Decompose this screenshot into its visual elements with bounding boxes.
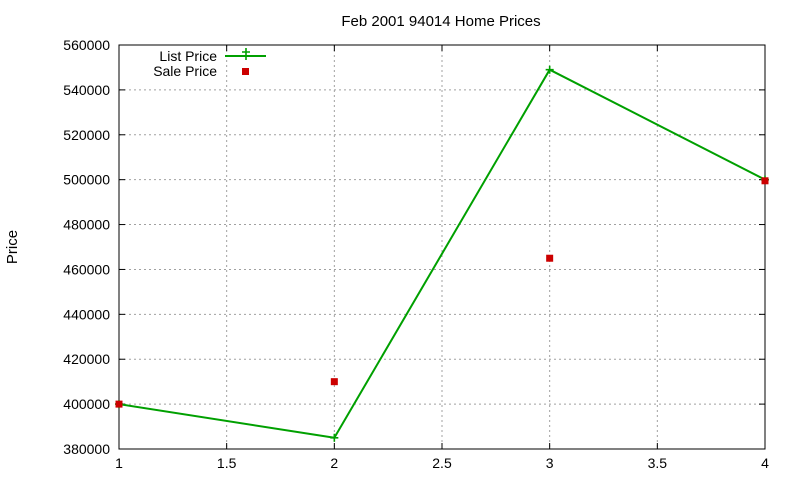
y-tick-label: 420000 [63,351,110,367]
data-point-sale-price [115,400,123,408]
legend-marker-list-price [242,48,250,60]
x-tick-label: 3 [546,455,554,471]
y-tick-label: 480000 [63,217,110,233]
axis-ticks: 1 1.5 2 2.5 3 3.5 4 380000 400000 420000 440000 460… [63,37,769,471]
x-tick-label: 4 [761,455,769,471]
y-tick-label: 560000 [63,37,110,53]
chart-title: Feb 2001 94014 Home Prices [341,13,540,30]
x-tick-label: 3.5 [648,455,668,471]
data-point-sale-price [330,378,338,386]
data-point-list-price [330,433,339,442]
y-tick-label: 460000 [63,261,110,277]
y-tick-label: 500000 [63,172,110,188]
legend-marker-sale-price [242,68,249,75]
y-tick-label: 380000 [63,441,110,457]
data-point-sale-price [761,177,769,185]
plot-frame [118,44,766,450]
series-layer [115,65,769,442]
x-tick-label: 2 [330,455,338,471]
x-tick-label: 1.5 [217,455,237,471]
grid [119,45,765,449]
y-axis-label: Price [4,230,21,264]
series-line-list-price [118,68,766,439]
data-point-list-price [545,65,554,74]
y-tick-label: 440000 [63,306,110,322]
data-point-sale-price [546,254,554,262]
x-tick-label: 1 [115,455,123,471]
legend-label-list-price: List Price [159,48,217,64]
legend: List Price Sale Price [153,48,266,79]
y-tick-label: 400000 [63,396,110,412]
x-tick-label: 2.5 [432,455,452,471]
legend-label-sale-price: Sale Price [153,63,217,79]
y-tick-label: 520000 [63,127,110,143]
y-tick-label: 540000 [63,82,110,98]
